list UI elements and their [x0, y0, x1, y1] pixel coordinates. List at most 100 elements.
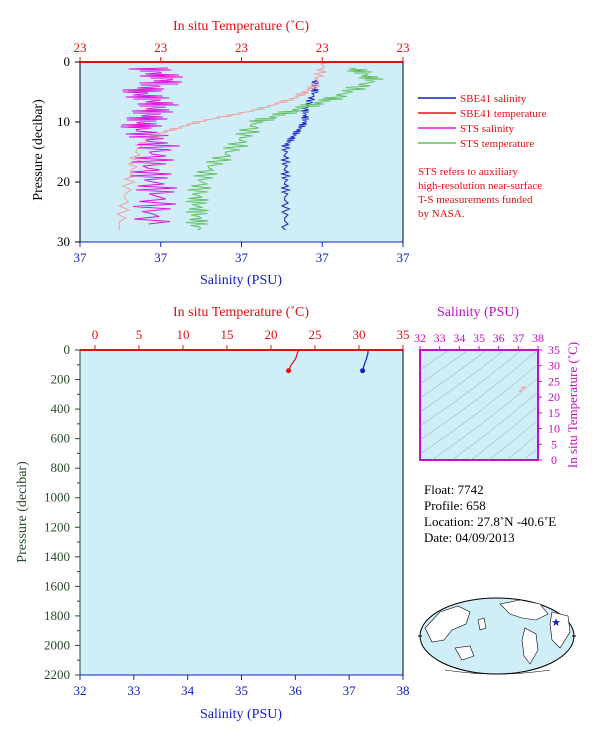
- ts-point: [521, 387, 524, 390]
- ts-plot-area: [419, 349, 539, 461]
- ts-point: [523, 385, 526, 389]
- main-sal-tick-label: 37: [343, 683, 357, 698]
- legend: SBE41 salinity SBE41 temperature STS salin…: [418, 93, 547, 150]
- ts-contour: [420, 350, 450, 371]
- main-pressure-ticks: 0 200 400 600 800 1000 1200 1400 1600 1800 2000 220…: [44, 342, 80, 682]
- main-pressure-tick-label: 2200: [44, 667, 70, 682]
- top-temp-tick-label: 23: [74, 40, 87, 55]
- top-salinity-ticks: 37 37 37 37 37: [74, 242, 411, 265]
- ts-sal-tick-label: 38: [532, 331, 544, 345]
- top-pressure-tick-label: 10: [57, 114, 70, 129]
- main-pressure-tick-label: 1800: [44, 608, 70, 623]
- top-pressure-tick-label: 20: [57, 174, 70, 189]
- main-panel: In situ Temperature (˚C) 0 5 10 15 20 25 30 35 …: [15, 305, 410, 722]
- ts-contour: [431, 377, 538, 460]
- ts-contour: [451, 391, 538, 460]
- ts-contour: [420, 350, 469, 385]
- main-salinity-ticks: 32 33 34 35 36 37 38: [74, 675, 410, 698]
- top-plot-area: [80, 62, 403, 242]
- top-pressure-tick-label: 30: [57, 234, 70, 249]
- top-sal-tick-label: 37: [397, 250, 411, 265]
- note-line: by NASA.: [418, 208, 465, 220]
- top-series-line: [120, 67, 184, 225]
- ts-temp-tick-label: 0: [551, 453, 557, 467]
- legend-label: STS salinity: [460, 123, 515, 135]
- ts-contour: [420, 363, 538, 455]
- main-sal-tick-label: 34: [181, 683, 195, 698]
- ts-contour: [420, 350, 522, 427]
- ts-sal-tick-label: 33: [434, 331, 446, 345]
- ts-sal-tick-label: 35: [473, 331, 485, 345]
- ts-series-group: [519, 385, 526, 393]
- main-pressure-tick-label: 200: [51, 372, 71, 387]
- float-info: Float: 7742 Profile: 658 Location: 27.8˚…: [424, 482, 556, 546]
- legend-label: SBE41 temperature: [460, 108, 547, 120]
- main-salinity-line: [362, 350, 369, 371]
- main-pressure-tick-label: 800: [51, 460, 71, 475]
- ts-temp-tick-label: 10: [548, 422, 560, 436]
- top-series-line: [279, 79, 319, 231]
- main-temp-tick-label: 20: [265, 327, 278, 342]
- main-sal-tick-label: 35: [235, 683, 248, 698]
- main-temperature-line: [288, 349, 300, 371]
- ts-contour: [420, 350, 538, 441]
- top-temp-tick-label: 23: [235, 40, 248, 55]
- main-temp-tick-label: 30: [353, 327, 366, 342]
- top-temp-tick-label: 23: [316, 40, 329, 55]
- main-pressure-tick-label: 1600: [44, 578, 70, 593]
- main-salinity-end-point: [360, 368, 366, 374]
- ts-salinity-ticks: 32 33 34 35 36 37 38: [414, 331, 544, 350]
- ts-sal-tick-label: 37: [512, 331, 524, 345]
- map-land-antarctica: [444, 669, 551, 675]
- main-temperature-ticks: 0 5 10 15 20 25 30 35: [92, 327, 410, 350]
- main-pressure-tick-label: 400: [51, 401, 71, 416]
- main-pressure-tick-label: 2000: [44, 637, 70, 652]
- ts-temp-tick-label: 35: [548, 343, 560, 357]
- main-x-label: Salinity (PSU): [200, 707, 282, 722]
- sts-note: STS refers to auxiliary high-resolution n…: [418, 166, 542, 220]
- profile-date: Date: 04/09/2013: [424, 530, 515, 545]
- main-pressure-tick-label: 1400: [44, 549, 70, 564]
- top-sal-tick-label: 37: [74, 250, 88, 265]
- main-pressure-tick-label: 0: [64, 342, 71, 357]
- top-sal-tick-label: 37: [235, 250, 249, 265]
- main-sal-tick-label: 33: [127, 683, 140, 698]
- ts-temp-tick-label: 20: [548, 390, 560, 404]
- main-series-group: [286, 349, 369, 374]
- main-sal-tick-label: 32: [74, 683, 87, 698]
- ts-contour: [420, 350, 488, 399]
- note-line: T-S measurements funded: [418, 194, 533, 206]
- map-land-south-america: [521, 627, 539, 665]
- top-pressure-tick-label: 0: [64, 54, 71, 69]
- main-plot-area: [80, 350, 403, 675]
- note-line: STS refers to auxiliary: [418, 166, 518, 178]
- ts-temp-tick-label: 25: [548, 374, 560, 388]
- top-temp-tick-label: 23: [154, 40, 167, 55]
- top-sal-tick-label: 37: [316, 250, 330, 265]
- ts-temp-tick-label: 15: [548, 406, 560, 420]
- ts-contour: [523, 447, 538, 460]
- top-y-label: Pressure (decibar): [31, 99, 46, 201]
- ts-sal-tick-label: 36: [493, 331, 505, 345]
- main-title: In situ Temperature (˚C): [173, 305, 309, 320]
- float-id: Float: 7742: [424, 482, 484, 497]
- ts-contour: [470, 405, 538, 460]
- map-land-asia-west: [424, 605, 471, 643]
- ts-contour: [506, 433, 538, 460]
- float-location-marker: ★: [551, 617, 561, 629]
- map-land-africa: [549, 611, 571, 649]
- ts-density-contours: [420, 350, 538, 460]
- main-pressure-tick-label: 1000: [44, 490, 70, 505]
- top-title: In situ Temperature (˚C): [173, 19, 309, 34]
- top-temp-tick-label: 23: [397, 40, 410, 55]
- top-series-line: [115, 61, 330, 231]
- top-x-label: Salinity (PSU): [200, 273, 282, 288]
- main-temp-tick-label: 25: [309, 327, 322, 342]
- world-map: ★: [418, 597, 576, 675]
- ts-sal-tick-label: 32: [414, 331, 426, 345]
- main-temperature-end-point: [286, 368, 292, 374]
- ts-panel: Salinity (PSU) 32 33 34 35 36 37 38 0 510 15 20 25…: [414, 305, 580, 468]
- main-sal-tick-label: 38: [397, 683, 410, 698]
